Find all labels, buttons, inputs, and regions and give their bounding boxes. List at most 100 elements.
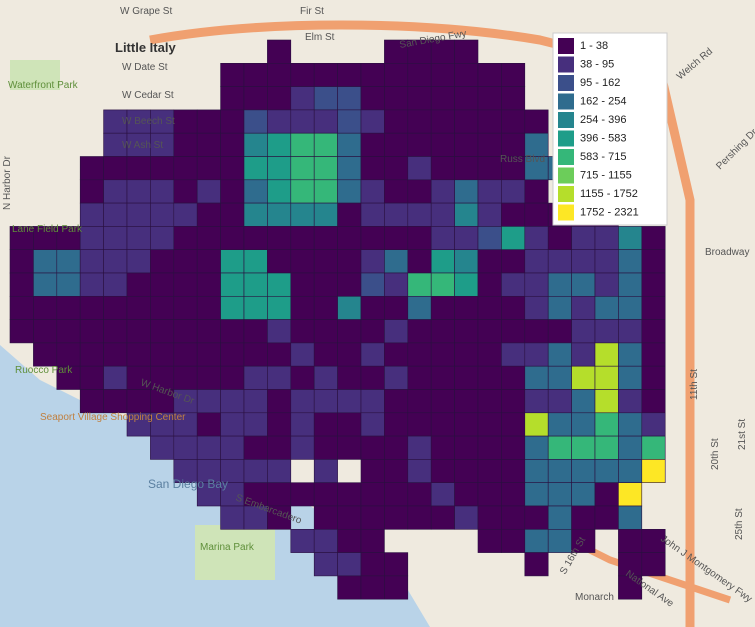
block [454, 62, 479, 87]
block [407, 295, 432, 320]
block [267, 505, 292, 530]
block [501, 459, 526, 483]
block [384, 156, 409, 181]
block [267, 272, 292, 297]
block [547, 319, 572, 344]
block [220, 62, 245, 87]
block [150, 156, 175, 181]
block [384, 552, 409, 577]
block [220, 179, 245, 204]
block [524, 459, 549, 483]
park-label: Ruocco Park [15, 365, 73, 376]
block [454, 109, 479, 134]
block [337, 435, 362, 460]
block [477, 272, 502, 297]
legend-label: 95 - 162 [580, 77, 620, 89]
block [384, 482, 409, 507]
block [126, 319, 151, 344]
place-label: Seaport Village Shopping Center [40, 412, 186, 423]
block [477, 249, 502, 274]
block [267, 295, 292, 320]
block [430, 109, 455, 134]
block [407, 249, 432, 274]
block [547, 528, 572, 553]
block [360, 505, 385, 530]
block [501, 435, 526, 460]
block [454, 226, 479, 250]
block [337, 295, 362, 320]
block [103, 342, 128, 367]
block [267, 389, 292, 414]
block [594, 365, 619, 390]
block [290, 365, 315, 390]
block [196, 435, 221, 460]
block [594, 459, 619, 483]
street-label: Fir St [300, 6, 324, 17]
block [313, 295, 338, 320]
block [313, 109, 338, 134]
legend-swatch [558, 38, 574, 54]
block [267, 109, 292, 134]
block [267, 156, 292, 181]
block [313, 179, 338, 204]
block [641, 459, 666, 483]
block [337, 226, 362, 250]
block [384, 389, 409, 414]
block [618, 295, 643, 320]
block [267, 435, 292, 460]
block [384, 319, 409, 344]
block [477, 62, 502, 87]
block [9, 319, 34, 344]
street-label: W Beech St [122, 116, 175, 127]
block [571, 528, 596, 553]
block [477, 459, 502, 483]
block [360, 435, 385, 460]
legend-swatch [558, 204, 574, 221]
block [641, 342, 666, 367]
block [454, 389, 479, 414]
block [360, 132, 385, 157]
block [360, 156, 385, 181]
block [477, 342, 502, 367]
block [547, 226, 572, 250]
block [430, 86, 455, 111]
block [79, 365, 104, 390]
block [79, 226, 104, 250]
block [430, 412, 455, 437]
block [430, 132, 455, 157]
block [337, 528, 362, 553]
block [360, 249, 385, 274]
block [618, 459, 643, 483]
block [220, 109, 245, 134]
block [290, 272, 315, 297]
block [430, 505, 455, 530]
block [501, 528, 526, 553]
block [430, 179, 455, 204]
block [454, 39, 479, 64]
block [196, 132, 221, 157]
block [196, 249, 221, 274]
block [430, 459, 455, 483]
legend-label: 396 - 583 [580, 132, 626, 144]
block [501, 226, 526, 250]
legend: 1 - 38 38 - 95 95 - 162 162 - 254 254 - 396 3… [552, 32, 668, 226]
freeway [149, 20, 695, 627]
block [360, 389, 385, 414]
block [173, 272, 198, 297]
block [501, 412, 526, 437]
block [290, 528, 315, 553]
block [501, 179, 526, 204]
street-label: W Ash St [122, 140, 163, 151]
street-label: W Grape St [120, 6, 172, 17]
block [196, 179, 221, 204]
block [407, 505, 432, 530]
block [594, 435, 619, 460]
block [454, 156, 479, 181]
block [313, 459, 338, 483]
block [173, 249, 198, 274]
block [384, 365, 409, 390]
block [337, 575, 362, 600]
block [103, 156, 128, 181]
block [407, 62, 432, 87]
block [173, 435, 198, 460]
